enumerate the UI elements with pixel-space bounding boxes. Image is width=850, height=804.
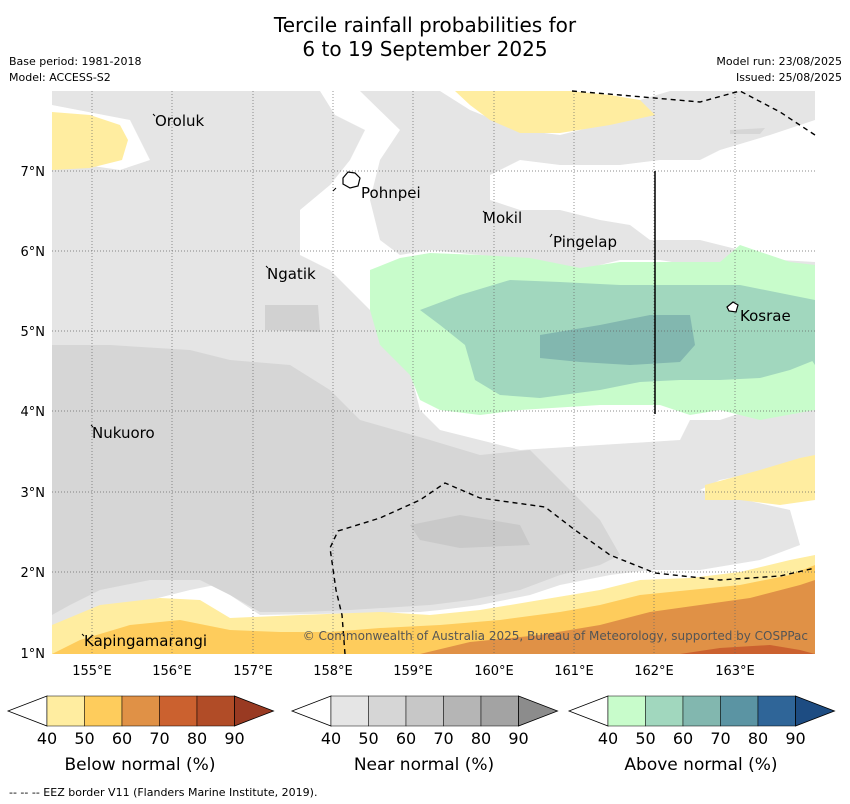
lat-tick-7: 7°N <box>21 165 46 180</box>
legend-tick-label: 70 <box>149 729 169 748</box>
place-label-oroluk: Oroluk <box>155 112 204 130</box>
lat-tick-3: 3°N <box>21 486 46 501</box>
legend-label-near-normal: Near normal (%) <box>353 755 495 775</box>
below-normal-70-south <box>680 645 815 654</box>
below-normal-40-north <box>455 91 655 133</box>
legend-swatch <box>607 695 646 727</box>
lon-tick-158: 158°E <box>313 664 353 679</box>
place-label-mokil: Mokil <box>483 209 522 227</box>
legend-above-normal: 40 50 60 70 80 90 <box>567 695 836 748</box>
legend-tick-label: 60 <box>396 729 416 748</box>
legend-tick-label: 90 <box>508 729 528 748</box>
lat-tick-5: 5°N <box>21 325 46 340</box>
lon-tick-162: 162°E <box>634 664 674 679</box>
kosrae-island <box>726 301 739 313</box>
legend-tick-label: 40 <box>598 729 618 748</box>
lon-tick-156: 156°E <box>152 664 192 679</box>
legend-tick-label: 70 <box>710 729 730 748</box>
legend-swatch <box>405 695 444 727</box>
legend-swatch <box>682 695 721 727</box>
lon-tick-157: 157°E <box>233 664 273 679</box>
legend-tick-label: 40 <box>321 729 341 748</box>
legend-high-arrow <box>518 695 559 727</box>
legend-swatch <box>84 695 123 727</box>
legend-tick-label: 40 <box>37 729 57 748</box>
legend-swatch <box>368 695 407 727</box>
lat-tick-2: 2°N <box>21 566 46 581</box>
probability-field <box>52 91 815 654</box>
model-name: Model: ACCESS-S2 <box>9 71 111 84</box>
below-normal-40-northwest <box>52 112 128 170</box>
legend-swatch <box>46 695 85 727</box>
legend-tick-label: 50 <box>74 729 94 748</box>
below-normal-60-south <box>420 580 815 654</box>
legend-tick-label: 70 <box>433 729 453 748</box>
below-normal-40-east <box>705 455 815 505</box>
lon-tick-155: 155°E <box>72 664 112 679</box>
copyright-text: © Commonwealth of Australia 2025, Bureau… <box>303 629 808 643</box>
legend-tick-label: 60 <box>673 729 693 748</box>
chart-title-line1: Tercile rainfall probabilities for <box>273 13 577 37</box>
legend-swatch <box>330 695 369 727</box>
legend-swatch <box>159 695 198 727</box>
legend-tick-label: 60 <box>112 729 132 748</box>
lon-tick-163: 163°E <box>715 664 755 679</box>
place-label-pingelap: Pingelap <box>553 233 617 251</box>
above-normal-60-region <box>540 315 695 365</box>
legend-swatch <box>121 695 160 727</box>
place-label-kapingamarangi: Kapingamarangi <box>84 632 207 650</box>
lon-tick-159: 159°E <box>393 664 433 679</box>
near-normal-50-region <box>52 345 620 615</box>
gridlines <box>52 91 815 654</box>
legend-swatch <box>480 695 519 727</box>
lon-tick-160: 160°E <box>474 664 514 679</box>
legend-label-above-normal: Above normal (%) <box>624 755 778 775</box>
legend-near-normal: 40 50 60 70 80 90 <box>290 695 559 748</box>
legend-below-normal: 40 50 60 70 80 90 <box>6 695 275 748</box>
eez-footnote: -- -- -- EEZ border V11 (Flanders Marine… <box>9 786 318 799</box>
legend-swatch <box>196 695 235 727</box>
place-label-pohnpei: Pohnpei <box>361 184 421 202</box>
legend-high-arrow <box>234 695 275 727</box>
model-run: Model run: 23/08/2025 <box>716 55 842 68</box>
issued-date: Issued: 25/08/2025 <box>735 71 842 84</box>
legend-swatch <box>443 695 482 727</box>
legend-tick-label: 90 <box>224 729 244 748</box>
atoll-markers <box>81 113 553 637</box>
legend-tick-label: 80 <box>471 729 491 748</box>
place-label-kosrae: Kosrae <box>740 307 791 325</box>
eez-border <box>329 90 816 655</box>
chart-title-line2: 6 to 19 September 2025 <box>302 37 548 61</box>
pohnpei-island <box>342 171 361 189</box>
legend-low-arrow <box>290 695 332 727</box>
legend-high-arrow <box>795 695 836 727</box>
lat-tick-4: 4°N <box>21 405 46 420</box>
legend-swatch <box>757 695 796 727</box>
legend-swatch <box>645 695 684 727</box>
place-label-nukuoro: Nukuoro <box>92 424 155 442</box>
legend-low-arrow <box>6 695 48 727</box>
legend-label-below-normal: Below normal (%) <box>64 755 216 775</box>
legend-tick-label: 90 <box>785 729 805 748</box>
legend-tick-label: 80 <box>748 729 768 748</box>
near-normal-40-north <box>360 91 815 280</box>
lat-tick-6: 6°N <box>21 245 46 260</box>
lat-tick-1: 1°N <box>21 647 46 662</box>
legend-tick-label: 50 <box>635 729 655 748</box>
base-period: Base period: 1981-2018 <box>9 55 142 68</box>
legend-tick-label: 80 <box>187 729 207 748</box>
legend-swatch <box>720 695 759 727</box>
color-legends: 40 50 60 70 80 90 40 50 60 70 80 90 40 50 60 70 80 90 <box>6 695 836 748</box>
legend-tick-label: 50 <box>358 729 378 748</box>
legend-low-arrow <box>567 695 609 727</box>
place-label-ngatik: Ngatik <box>267 265 316 283</box>
lon-tick-161: 161°E <box>554 664 594 679</box>
